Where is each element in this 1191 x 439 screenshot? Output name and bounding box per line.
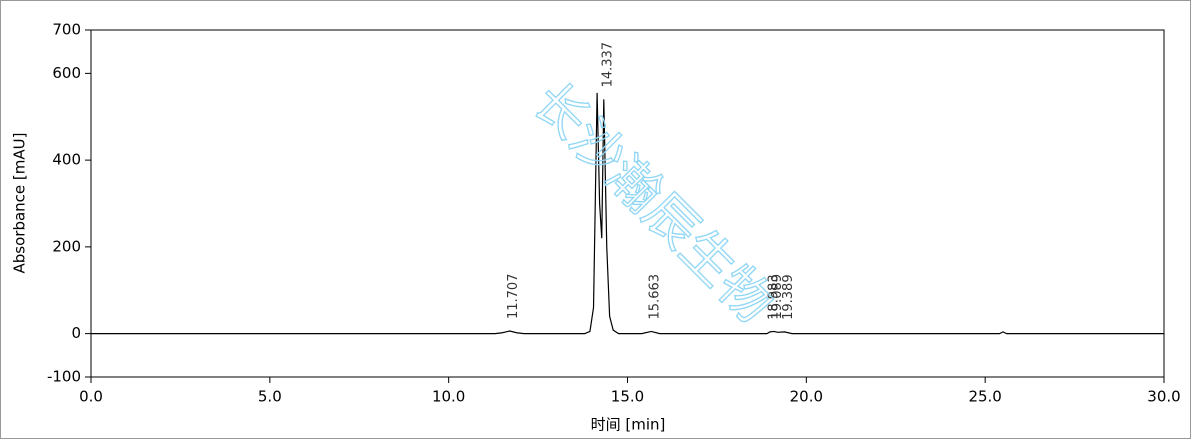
x-tick-label: 5.0 xyxy=(258,388,282,406)
x-axis-label: 时间 [min] xyxy=(591,416,666,434)
y-axis-label: Absorbance [mAU] xyxy=(11,133,29,274)
y-tick-label: 700 xyxy=(52,21,81,39)
peak-label: 11.707 xyxy=(506,274,521,320)
peak-label: 19.389 xyxy=(781,274,796,320)
y-tick-label: -100 xyxy=(47,368,81,386)
x-tick-label: 15.0 xyxy=(611,388,644,406)
x-tick-label: 30.0 xyxy=(1147,388,1180,406)
peak-label: 14.337 xyxy=(600,42,615,88)
y-tick-label: 400 xyxy=(52,151,81,169)
x-tick-label: 0.0 xyxy=(79,388,103,406)
peak-label: 18.983 xyxy=(766,274,781,320)
peak-label: 15.663 xyxy=(648,274,663,320)
x-tick-label: 10.0 xyxy=(432,388,465,406)
y-tick-label: 600 xyxy=(52,64,81,82)
x-tick-label: 20.0 xyxy=(790,388,823,406)
y-tick-label: 200 xyxy=(52,237,81,255)
y-tick-label: 0 xyxy=(71,324,81,342)
x-tick-label: 25.0 xyxy=(968,388,1001,406)
chromatogram-line xyxy=(91,92,1164,335)
peak-label: 19.089 xyxy=(770,274,785,320)
